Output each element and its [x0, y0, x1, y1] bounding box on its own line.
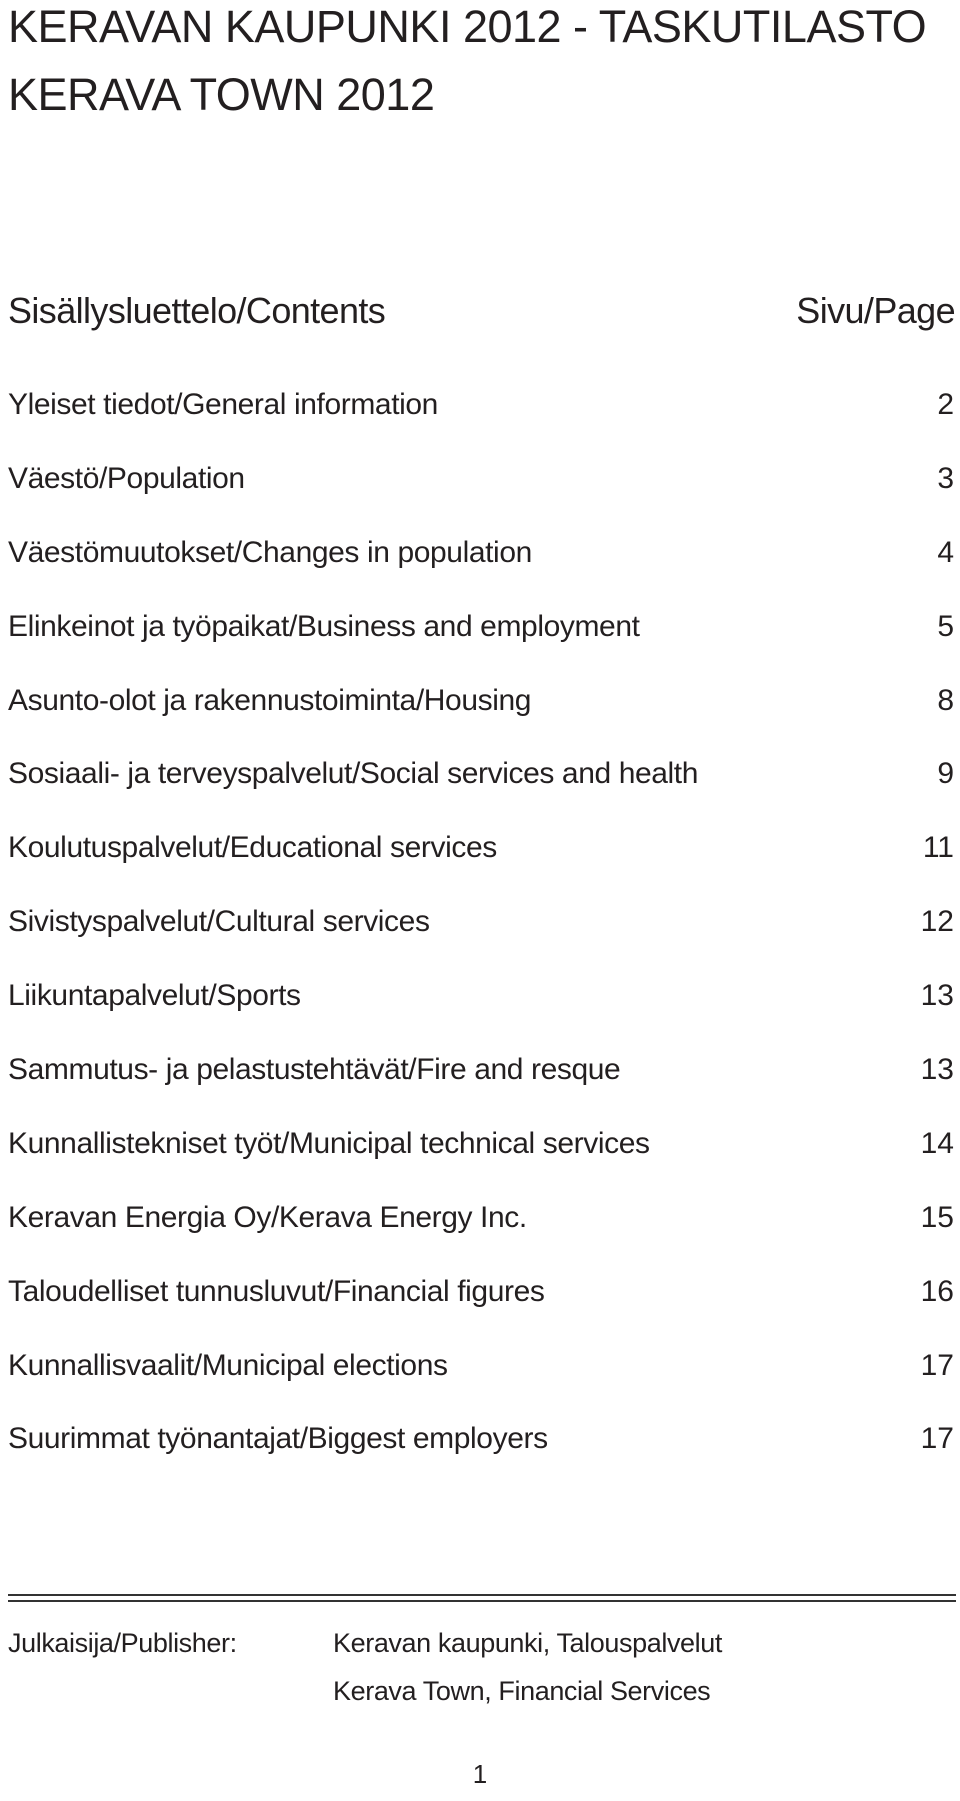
toc-entry[interactable]: Väestömuutokset/Changes in population 4 — [8, 536, 954, 610]
toc-entry-label: Väestömuutokset/Changes in population — [8, 535, 532, 569]
toc-entry-page: 4 — [937, 535, 954, 569]
divider-rule — [8, 1594, 956, 1596]
toc-entry[interactable]: Kunnallisvaalit/Municipal elections 17 — [8, 1349, 954, 1423]
publisher-name-english: Kerava Town, Financial Services — [333, 1676, 711, 1706]
toc-entry-label: Sivistyspalvelut/Cultural services — [8, 905, 430, 939]
toc-entry-page: 17 — [920, 1422, 954, 1456]
toc-entry[interactable]: Kunnallistekniset työt/Municipal technic… — [8, 1127, 954, 1201]
toc-entry-page: 12 — [920, 905, 954, 939]
toc-entry-label: Sosiaali- ja terveyspalvelut/Social serv… — [8, 757, 699, 791]
toc-entry-label: Sammutus- ja pelastustehtävät/Fire and r… — [8, 1053, 621, 1087]
toc-entry-label: Koulutuspalvelut/Educational services — [8, 831, 497, 865]
toc-entry[interactable]: Sosiaali- ja terveyspalvelut/Social serv… — [8, 757, 954, 831]
publisher-label: Julkaisija/Publisher: — [8, 1628, 237, 1658]
toc-entry-label: Elinkeinot ja työpaikat/Business and emp… — [8, 609, 640, 643]
toc-entry-label: Yleiset tiedot/General information — [8, 388, 438, 421]
toc-entry-page: 13 — [920, 1053, 954, 1087]
toc-entry[interactable]: Koulutuspalvelut/Educational services 11 — [8, 831, 954, 905]
divider-rule — [8, 1600, 956, 1602]
page-column-heading: Sivu/Page — [796, 290, 955, 331]
toc-entry[interactable]: Sivistyspalvelut/Cultural services 12 — [8, 905, 954, 979]
toc-entry[interactable]: Elinkeinot ja työpaikat/Business and emp… — [8, 610, 954, 684]
toc-entry-label: Taloudelliset tunnusluvut/Financial figu… — [8, 1274, 545, 1308]
toc-entry[interactable]: Sammutus- ja pelastustehtävät/Fire and r… — [8, 1053, 954, 1127]
toc-entry-page: 5 — [937, 609, 954, 643]
document-title-english: KERAVA TOWN 2012 — [8, 69, 435, 120]
page-number: 1 — [472, 1759, 488, 1789]
toc-entry-label: Suurimmat työnantajat/Biggest employers — [8, 1422, 548, 1456]
document-title: KERAVAN KAUPUNKI 2012 - TASKUTILASTO — [8, 1, 927, 52]
toc-entry-page: 8 — [937, 683, 954, 717]
toc-entry-label: Asunto-olot ja rakennustoiminta/Housing — [8, 683, 532, 717]
toc-entry-label: Kunnallisvaalit/Municipal elections — [8, 1348, 448, 1382]
toc-entry-label: Liikuntapalvelut/Sports — [8, 979, 301, 1013]
toc-entry[interactable]: Asunto-olot ja rakennustoiminta/Housing 8 — [8, 684, 954, 758]
toc-entry-page: 2 — [937, 388, 954, 421]
toc-entry-label: Väestö/Population — [8, 461, 245, 495]
toc-entry-page: 9 — [937, 757, 954, 791]
table-of-contents: Yleiset tiedot/General information 2 Väes… — [8, 388, 954, 1496]
toc-entry-page: 16 — [920, 1274, 954, 1308]
toc-entry-page: 15 — [920, 1200, 954, 1234]
toc-entry[interactable]: Taloudelliset tunnusluvut/Financial figu… — [8, 1275, 954, 1349]
toc-entry-label: Kunnallistekniset työt/Municipal technic… — [8, 1126, 650, 1160]
toc-entry-page: 3 — [937, 461, 954, 495]
toc-entry-page: 11 — [922, 831, 954, 865]
toc-entry-page: 17 — [920, 1348, 954, 1382]
toc-entry[interactable]: Väestö/Population 3 — [8, 462, 954, 536]
toc-entry[interactable]: Liikuntapalvelut/Sports 13 — [8, 979, 954, 1053]
toc-entry-page: 13 — [920, 979, 954, 1013]
toc-entry-page: 14 — [920, 1126, 954, 1160]
toc-entry[interactable]: Yleiset tiedot/General information 2 — [8, 388, 954, 462]
contents-heading: Sisällysluettelo/Contents — [8, 290, 386, 331]
toc-entry[interactable]: Keravan Energia Oy/Kerava Energy Inc. 15 — [8, 1201, 954, 1275]
toc-entry[interactable]: Suurimmat työnantajat/Biggest employers 1… — [8, 1422, 954, 1496]
publisher-name-finnish: Keravan kaupunki, Talouspalvelut — [333, 1628, 722, 1658]
toc-entry-label: Keravan Energia Oy/Kerava Energy Inc. — [8, 1200, 527, 1234]
